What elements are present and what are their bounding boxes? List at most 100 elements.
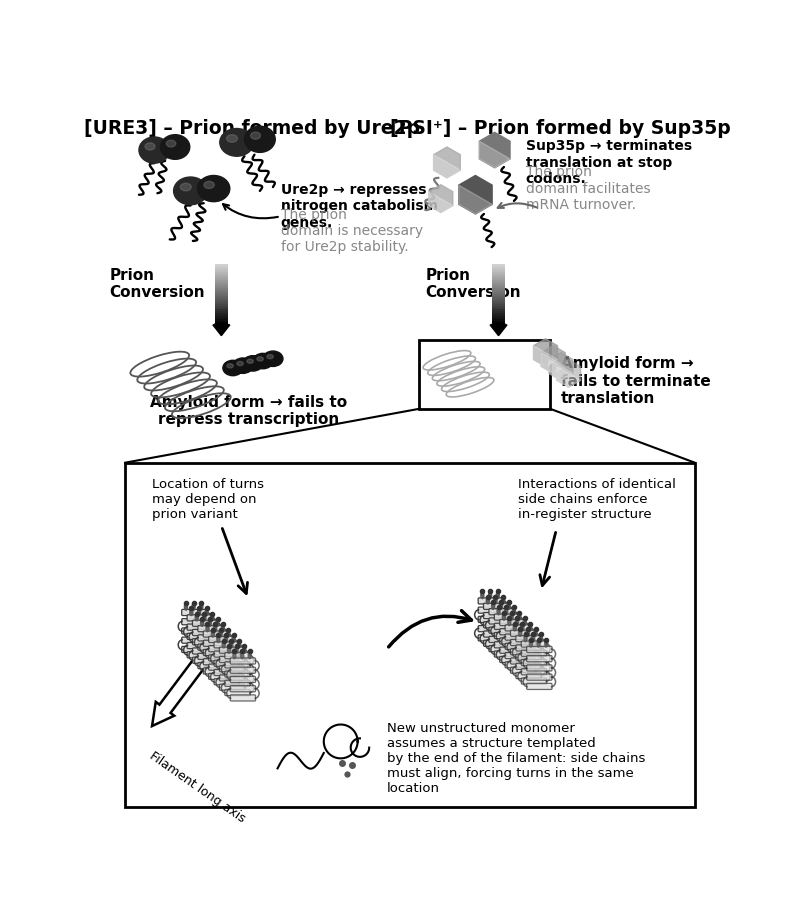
FancyBboxPatch shape	[198, 644, 223, 650]
Ellipse shape	[257, 357, 263, 361]
FancyArrow shape	[152, 629, 227, 726]
Text: Location of turns
may depend on
prion variant: Location of turns may depend on prion va…	[152, 478, 264, 521]
FancyBboxPatch shape	[505, 634, 530, 640]
FancyBboxPatch shape	[505, 643, 530, 649]
Ellipse shape	[180, 183, 191, 191]
FancyBboxPatch shape	[478, 616, 503, 623]
Bar	[492, 283, 505, 286]
Bar	[492, 270, 505, 272]
Bar	[492, 312, 505, 314]
FancyBboxPatch shape	[209, 636, 234, 643]
Bar	[492, 304, 505, 306]
Ellipse shape	[524, 635, 527, 642]
Ellipse shape	[192, 603, 195, 610]
Ellipse shape	[203, 614, 206, 621]
Ellipse shape	[496, 591, 499, 599]
Ellipse shape	[545, 640, 548, 647]
Ellipse shape	[222, 641, 226, 648]
Bar	[215, 305, 227, 308]
Bar	[492, 310, 505, 312]
Polygon shape	[429, 192, 453, 213]
FancyBboxPatch shape	[198, 662, 223, 668]
FancyBboxPatch shape	[494, 624, 520, 629]
FancyBboxPatch shape	[500, 647, 525, 653]
Bar	[215, 278, 227, 281]
Ellipse shape	[226, 135, 238, 142]
Ellipse shape	[232, 635, 235, 643]
Ellipse shape	[513, 624, 516, 631]
Polygon shape	[434, 147, 460, 178]
Text: The prion
domain facilitates
mRNA turnover.: The prion domain facilitates mRNA turnov…	[526, 165, 650, 212]
Ellipse shape	[537, 640, 540, 647]
FancyBboxPatch shape	[209, 646, 234, 652]
Bar	[215, 274, 227, 276]
FancyBboxPatch shape	[230, 686, 256, 691]
Ellipse shape	[184, 603, 187, 610]
Bar	[492, 272, 505, 274]
Ellipse shape	[233, 652, 236, 658]
FancyBboxPatch shape	[182, 610, 207, 615]
Polygon shape	[479, 132, 510, 168]
Bar	[125, 463, 695, 807]
Bar	[215, 302, 227, 304]
Ellipse shape	[241, 652, 244, 658]
Text: Sup35p → terminates
translation at stop
codons.: Sup35p → terminates translation at stop …	[526, 139, 692, 186]
Ellipse shape	[507, 602, 510, 610]
Ellipse shape	[253, 353, 273, 369]
FancyBboxPatch shape	[478, 635, 503, 641]
FancyBboxPatch shape	[230, 668, 256, 673]
Text: Prion
Conversion: Prion Conversion	[110, 268, 206, 300]
FancyBboxPatch shape	[187, 624, 213, 630]
Bar	[215, 280, 227, 282]
FancyBboxPatch shape	[209, 673, 234, 679]
FancyBboxPatch shape	[522, 659, 546, 666]
FancyBboxPatch shape	[214, 669, 239, 676]
Bar	[492, 293, 505, 296]
Ellipse shape	[139, 137, 170, 163]
FancyBboxPatch shape	[494, 633, 520, 638]
Polygon shape	[542, 346, 566, 373]
Bar	[492, 290, 505, 293]
Bar	[492, 295, 505, 298]
FancyBboxPatch shape	[193, 657, 218, 663]
Text: Amyloid form → fails to
repress transcription: Amyloid form → fails to repress transcri…	[150, 395, 347, 427]
FancyBboxPatch shape	[483, 640, 509, 646]
FancyBboxPatch shape	[219, 647, 245, 653]
Ellipse shape	[230, 641, 233, 648]
Ellipse shape	[174, 177, 207, 204]
Ellipse shape	[539, 635, 542, 642]
Ellipse shape	[505, 608, 508, 614]
FancyBboxPatch shape	[516, 663, 542, 669]
FancyBboxPatch shape	[489, 618, 514, 624]
Bar	[215, 314, 227, 315]
Ellipse shape	[497, 608, 500, 614]
Ellipse shape	[235, 646, 238, 653]
FancyBboxPatch shape	[203, 640, 229, 646]
FancyBboxPatch shape	[489, 646, 514, 652]
Ellipse shape	[204, 182, 214, 189]
FancyBboxPatch shape	[526, 683, 552, 690]
FancyBboxPatch shape	[526, 646, 552, 653]
Ellipse shape	[532, 635, 534, 642]
Ellipse shape	[513, 608, 515, 614]
Bar	[215, 315, 227, 318]
Ellipse shape	[200, 603, 203, 610]
FancyBboxPatch shape	[522, 668, 546, 675]
FancyBboxPatch shape	[510, 657, 536, 664]
Ellipse shape	[243, 356, 263, 371]
Ellipse shape	[223, 360, 243, 376]
FancyBboxPatch shape	[483, 603, 509, 610]
Ellipse shape	[267, 355, 274, 359]
Bar	[492, 314, 505, 315]
Ellipse shape	[227, 646, 230, 653]
Ellipse shape	[216, 619, 219, 626]
FancyBboxPatch shape	[483, 622, 509, 628]
Bar	[492, 264, 505, 267]
FancyBboxPatch shape	[522, 641, 546, 647]
Bar	[215, 319, 227, 322]
FancyBboxPatch shape	[214, 651, 239, 657]
Polygon shape	[542, 353, 566, 373]
Polygon shape	[458, 185, 492, 214]
FancyBboxPatch shape	[510, 630, 536, 636]
Bar	[492, 278, 505, 281]
